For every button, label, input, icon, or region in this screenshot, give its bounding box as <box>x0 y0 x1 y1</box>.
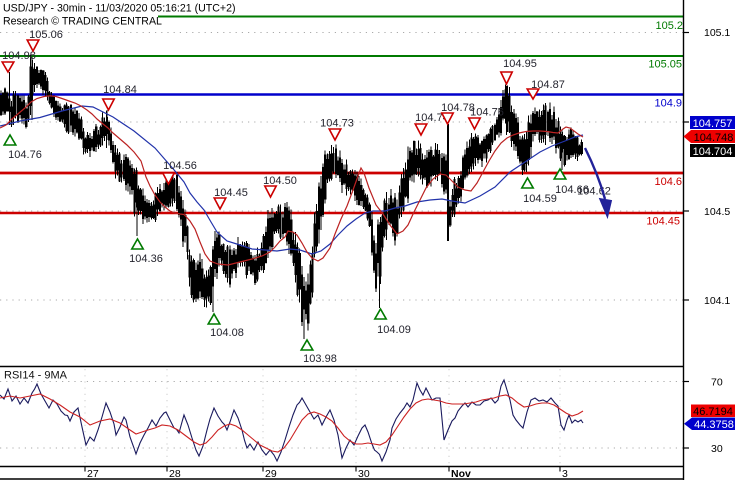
svg-text:RSI14 - 9MA: RSI14 - 9MA <box>4 370 68 382</box>
svg-text:104.73: 104.73 <box>320 118 354 130</box>
svg-text:104.95: 104.95 <box>503 58 537 70</box>
svg-text:104.757: 104.757 <box>693 118 733 130</box>
svg-text:104.76: 104.76 <box>470 107 504 119</box>
svg-text:105.2: 105.2 <box>655 20 683 32</box>
svg-text:104.98: 104.98 <box>2 50 36 62</box>
svg-text:104.45: 104.45 <box>214 187 248 199</box>
svg-text:104.08: 104.08 <box>210 327 244 339</box>
svg-text:105.06: 105.06 <box>29 29 63 41</box>
svg-text:104.66: 104.66 <box>555 184 589 196</box>
svg-text:104.87: 104.87 <box>531 79 565 91</box>
svg-text:30: 30 <box>711 443 723 455</box>
svg-text:104.78: 104.78 <box>441 102 475 114</box>
svg-text:104.9: 104.9 <box>654 98 682 110</box>
svg-text:Nov: Nov <box>451 468 471 480</box>
svg-text:104.62: 104.62 <box>577 186 611 198</box>
svg-text:70: 70 <box>711 377 723 389</box>
svg-text:46.7194: 46.7194 <box>693 406 733 418</box>
svg-text:104.56: 104.56 <box>163 160 197 172</box>
svg-text:29: 29 <box>265 468 277 480</box>
svg-text:104.45: 104.45 <box>646 216 680 228</box>
svg-text:105.1: 105.1 <box>704 27 730 39</box>
svg-text:104.76: 104.76 <box>8 149 42 161</box>
svg-text:104.74: 104.74 <box>415 112 449 124</box>
svg-text:105.05: 105.05 <box>648 59 682 71</box>
svg-text:28: 28 <box>169 468 181 480</box>
svg-text:USD/JPY - 30min - 11/03/2020 0: USD/JPY - 30min - 11/03/2020 05:16:21 (U… <box>3 3 236 15</box>
svg-text:3: 3 <box>562 468 568 480</box>
svg-text:104.36: 104.36 <box>129 253 163 265</box>
svg-text:27: 27 <box>87 468 99 480</box>
svg-text:104.748: 104.748 <box>694 132 734 144</box>
svg-text:104.704: 104.704 <box>693 146 733 158</box>
svg-text:Research © TRADING CENTRAL: Research © TRADING CENTRAL <box>3 16 162 28</box>
svg-text:30: 30 <box>358 468 370 480</box>
svg-text:44.3758: 44.3758 <box>694 419 734 431</box>
svg-text:104.6: 104.6 <box>654 176 682 188</box>
svg-text:104.59: 104.59 <box>523 193 557 205</box>
svg-text:104.1: 104.1 <box>704 295 730 307</box>
svg-text:104.5: 104.5 <box>704 206 730 218</box>
svg-text:104.09: 104.09 <box>377 324 411 336</box>
svg-text:103.98: 103.98 <box>303 353 337 365</box>
svg-text:104.50: 104.50 <box>263 175 297 187</box>
svg-text:104.84: 104.84 <box>103 84 137 96</box>
